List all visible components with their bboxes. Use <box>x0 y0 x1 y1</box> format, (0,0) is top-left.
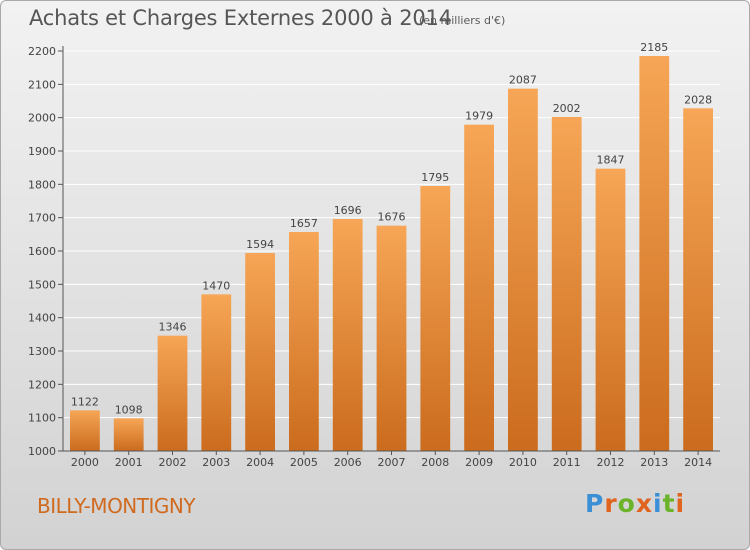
bar-2002 <box>157 335 188 451</box>
y-tick-label: 2000 <box>28 112 56 125</box>
data-label: 1847 <box>597 154 625 167</box>
y-tick-label: 1700 <box>28 212 56 225</box>
x-tick-label: 2013 <box>640 456 668 469</box>
bar-2010 <box>508 88 538 452</box>
logo-letter: i <box>675 489 686 518</box>
x-tick-label: 2000 <box>71 456 99 469</box>
data-labels: 1122 1098 1346 1470 1594 1657 1696 1676 1795 1979… <box>71 41 712 416</box>
chart-unit: (en milliers d'€) <box>419 14 506 27</box>
y-tick-label: 2100 <box>28 78 56 91</box>
x-tick-label: 2010 <box>509 456 537 469</box>
bar-2007 <box>376 225 407 451</box>
data-label: 1696 <box>334 204 362 217</box>
axes: 1000 1100 1200 1300 1400 1500 1600 1700 1800 1900… <box>28 45 720 469</box>
x-tick-label: 2011 <box>553 456 581 469</box>
data-label: 2002 <box>553 102 581 115</box>
y-tick-label: 1300 <box>28 345 56 358</box>
y-tick-label: 1400 <box>28 312 56 325</box>
data-label: 1657 <box>290 217 318 230</box>
data-label: 1594 <box>246 238 274 251</box>
logo-letter: P <box>585 489 605 518</box>
data-label: 1979 <box>465 110 493 123</box>
data-label: 1470 <box>202 279 230 292</box>
data-label: 1098 <box>115 403 143 416</box>
commune-name: BILLY-MONTIGNY <box>37 494 196 518</box>
bars <box>70 56 713 452</box>
data-label: 2087 <box>509 74 537 87</box>
logo-letter: x <box>635 489 653 518</box>
x-tick-label: 2008 <box>421 456 449 469</box>
y-tick-label: 1500 <box>28 278 56 291</box>
y-tick-label: 1800 <box>28 178 56 191</box>
bar-2009 <box>464 124 494 452</box>
x-tick-label: 2009 <box>465 456 493 469</box>
bar-2012 <box>595 168 626 451</box>
bar-2003 <box>201 294 232 451</box>
bar-2001 <box>113 418 144 451</box>
bar-2011 <box>551 117 582 451</box>
data-label: 2185 <box>640 41 668 54</box>
y-tick-label: 1100 <box>28 412 56 425</box>
logo-letter: i <box>653 489 663 518</box>
logo-letter: r <box>604 489 618 518</box>
y-tick-label: 1600 <box>28 245 56 258</box>
x-tick-label: 2001 <box>115 456 143 469</box>
bar-2014 <box>683 108 713 451</box>
proxiti-logo[interactable]: Proxiti <box>585 489 685 518</box>
logo-letter: o <box>617 489 636 518</box>
data-label: 1122 <box>71 395 99 408</box>
bar-2004 <box>245 253 275 451</box>
bar-2006 <box>332 219 363 451</box>
x-tick-label: 2006 <box>334 456 362 469</box>
data-label: 2028 <box>684 93 712 106</box>
bar-2005 <box>289 232 319 451</box>
x-tick-label: 2002 <box>159 456 187 469</box>
x-tick-label: 2004 <box>246 456 274 469</box>
data-label: 1346 <box>159 321 187 334</box>
y-tick-label: 1200 <box>28 378 56 391</box>
data-label: 1795 <box>421 171 449 184</box>
y-tick-label: 1900 <box>28 145 56 158</box>
logo-letter: t <box>662 489 676 518</box>
bar-2000 <box>70 410 100 451</box>
bar-2013 <box>639 56 670 451</box>
x-tick-label: 2007 <box>378 456 406 469</box>
chart-title: Achats et Charges Externes 2000 à 2014 <box>29 6 452 30</box>
x-tick-label: 2003 <box>202 456 230 469</box>
bar-2008 <box>420 186 451 451</box>
x-tick-label: 2012 <box>597 456 625 469</box>
x-tick-label: 2014 <box>684 456 712 469</box>
y-tick-label: 1000 <box>28 445 56 458</box>
x-tick-label: 2005 <box>290 456 318 469</box>
y-tick-label: 2200 <box>28 45 56 58</box>
data-label: 1676 <box>378 211 406 224</box>
